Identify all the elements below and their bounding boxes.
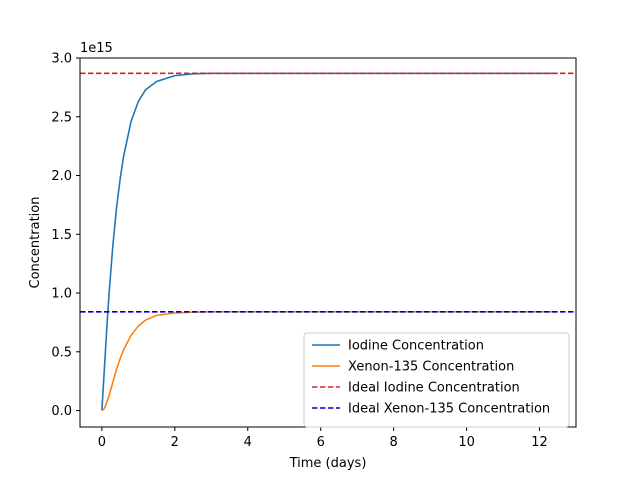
legend-entry-label: Iodine Concentration	[348, 339, 484, 354]
legend-box	[303, 332, 570, 428]
y-axis-ticks: 0.0 0.5 1.0 1.5 2.0 2.5 3.0	[51, 52, 80, 419]
y-tick-label: 2.5	[51, 110, 72, 125]
x-tick-label: 4	[244, 435, 252, 450]
x-tick-label: 2	[171, 435, 179, 450]
x-axis-label: Time (days)	[289, 456, 367, 471]
plot-lines	[80, 72, 576, 412]
x-tick-label: 10	[458, 435, 475, 450]
y-tick-label: 1.5	[51, 228, 72, 243]
x-tick-label: 6	[317, 435, 325, 450]
legend-entry-label: Xenon-135 Concentration	[348, 360, 514, 375]
y-tick-label: 1.0	[51, 287, 72, 302]
y-tick-label: 0.5	[51, 345, 72, 360]
legend: Iodine Concentration Xenon-135 Concentrat…	[303, 332, 570, 428]
y-axis-scale-label: 1e15	[80, 41, 113, 56]
y-tick-label: 0.0	[51, 404, 72, 419]
y-tick-label: 2.0	[51, 169, 72, 184]
x-axis-ticks: 0 2 4 6 8 10 12	[98, 427, 548, 450]
x-tick-label: 0	[98, 435, 106, 450]
x-tick-label: 8	[390, 435, 398, 450]
y-tick-label: 3.0	[51, 52, 72, 67]
y-axis-label: Concentration	[28, 197, 43, 289]
legend-entry-label: Ideal Xenon-135 Concentration	[348, 402, 550, 417]
legend-entry-label: Ideal Iodine Concentration	[348, 381, 520, 396]
x-tick-label: 12	[531, 435, 548, 450]
